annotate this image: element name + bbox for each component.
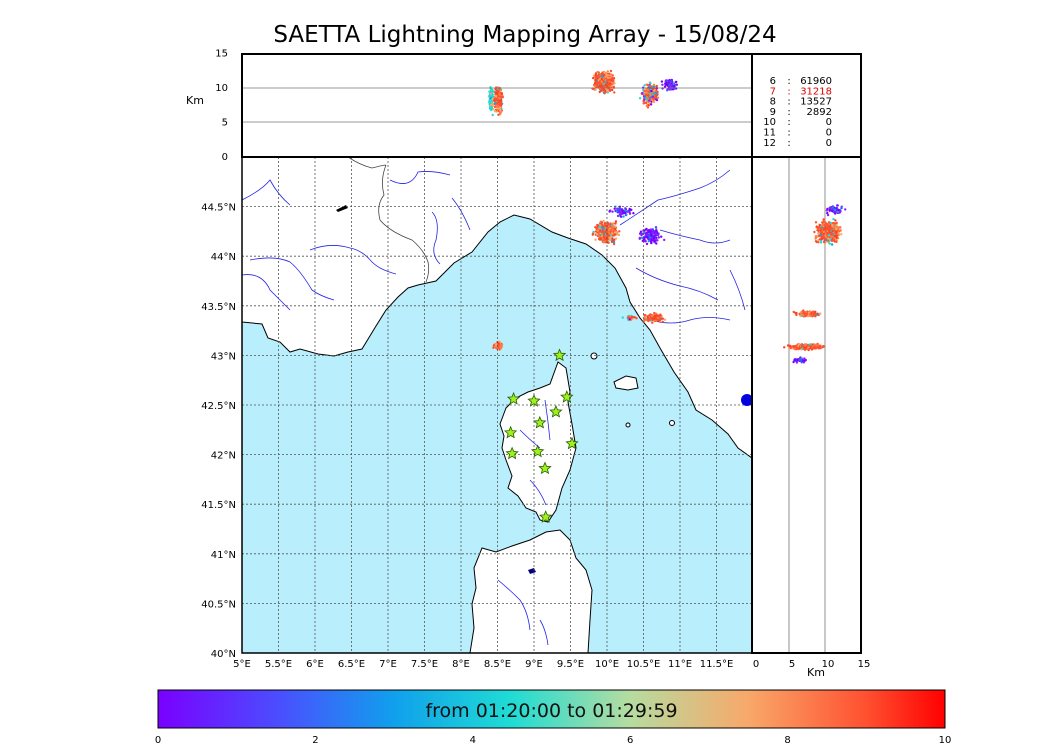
elba-island [613,375,639,391]
station-star [539,510,553,523]
longitude-tick-label: 9°E [525,659,543,670]
altitude-longitude-panel[interactable] [241,53,753,158]
sardinia-island [469,529,593,653]
station-count-n: 8 [770,97,776,108]
map-panel[interactable] [241,156,753,654]
station-star [560,390,574,403]
station-count-sep: : [787,138,790,149]
station-count-sep: : [787,107,790,118]
station-count-value: 0 [826,138,832,149]
colorbar: 0 2 4 6 8 10 [155,689,952,746]
lat-lon-grid [242,157,752,653]
latitude-tick-label: 43°N [211,351,236,362]
station-count-value: 0 [826,128,832,139]
side-panel-bg [753,157,861,653]
longitude-tick-label: 10°E [595,659,619,670]
longitude-tick-label: 11°E [668,659,692,670]
latitude-tick-label: 42°N [211,451,236,462]
station-count-n: 6 [770,76,776,87]
station-count-n: 9 [770,107,776,118]
colorbar-time-range: from 01:20:00 to 01:29:59 [425,700,678,722]
longitude-tick-label: 5°E [233,659,251,670]
longitude-tick-label: 8.5°E [484,659,511,670]
longitude-tick-label: 10.5°E [627,659,661,670]
longitude-tick-label: 8°E [452,659,470,670]
altitude-unit-label: Km [186,94,204,107]
station-star [506,391,521,405]
station-count-n: 11 [763,128,776,139]
longitude-tick-label: 9.5°E [557,659,584,670]
colorbar-tick-label: 6 [627,735,633,746]
latitude-tick-label: 44°N [211,252,236,263]
station-star [565,436,579,450]
altitude-tick-label: 15 [215,49,228,60]
colorbar-tick-label: 10 [939,735,952,746]
station-star [552,348,567,362]
station-count-sep: : [787,86,790,97]
colorbar-tick-label: 2 [312,735,318,746]
station-count-value: 13527 [800,97,832,108]
lightning-sources-map [492,205,667,351]
station-count-sep: : [787,117,790,128]
station-count-n: 12 [763,138,776,149]
longitude-tick-label: 6.5°E [338,659,365,670]
giglio-island [669,420,675,426]
longitude-tick-label: 7.5°E [411,659,438,670]
station-star [530,444,545,458]
altitude-tick-label: 5 [222,118,228,129]
national-borders [347,157,430,283]
longitude-tick-label: 11.5°E [700,659,734,670]
colorbar-gradient [157,689,946,729]
station-count-value: 31218 [800,86,832,97]
latitude-tick-label: 41.5°N [201,500,236,511]
station-star [549,404,563,418]
station-star [533,415,547,429]
side-unit-label: Km [807,666,825,679]
counts-frame [751,53,862,158]
colorbar-tick-label: 8 [784,735,790,746]
rivers [242,169,746,646]
latitude-tick-label: 40.5°N [201,599,236,610]
colorbar-tick-label: 0 [155,735,161,746]
montecristo-island [625,422,631,428]
side-tick-label: 15 [858,659,871,670]
altitude-latitude-panel[interactable] [751,156,862,654]
station-star [538,461,552,475]
longitude-tick-label: 7°E [379,659,397,670]
latitude-tick-label: 40°N [211,649,236,660]
lma-stations [503,348,579,523]
station-count-value: 2892 [807,107,832,118]
side-tick-label: 0 [753,659,759,670]
capraia-island [590,352,598,360]
latitude-tick-label: 44.5°N [201,203,236,214]
station-count-sep: : [787,128,790,139]
station-count-n: 7 [770,86,776,97]
longitude-tick-label: 5.5°E [265,659,292,670]
axis-labels: Km 0 5 10 15 5°E 5.5°E 6°E 6.5°E 7°E 7.5°E 8°E 8.5… [186,49,870,680]
side-frame [751,156,862,654]
station-count-value: 0 [826,117,832,128]
station-count-sep: : [787,76,790,87]
station-count-value: 61960 [800,76,832,87]
side-tick-label: 5 [789,659,795,670]
altitude-tick-label: 10 [215,83,228,94]
station-star [505,446,519,460]
station-count-sep: : [787,97,790,108]
latitude-tick-label: 41°N [211,550,236,561]
latitude-tick-label: 42.5°N [201,401,236,412]
longitude-tick-label: 6°E [306,659,324,670]
blue-marker [741,394,752,406]
station-count-n: 10 [763,117,776,128]
station-star [527,393,541,407]
lightning-sources-side [783,204,847,364]
station-star [503,425,518,439]
lake [336,205,348,212]
latitude-tick-label: 43.5°N [201,302,236,313]
side-tick-label: 10 [822,659,835,670]
altitude-tick-label: 0 [222,152,228,163]
colorbar-tick-label: 4 [470,735,476,746]
chart-title: SAETTA Lightning Mapping Array - 15/08/2… [273,22,777,48]
